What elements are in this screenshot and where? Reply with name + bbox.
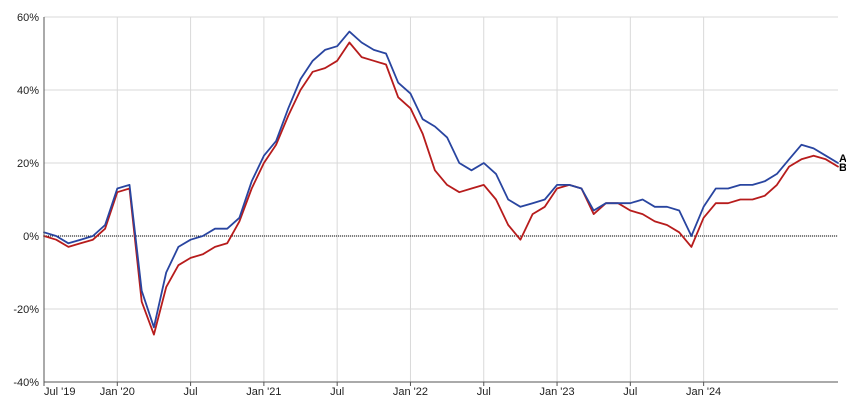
plot-area bbox=[43, 30, 839, 336]
y-tick-label: -40% bbox=[13, 377, 39, 389]
y-tick-label: 0% bbox=[23, 231, 39, 243]
series-end-labels: AB bbox=[839, 153, 846, 174]
x-tick-label: Jan '21 bbox=[246, 386, 281, 396]
x-tick-label: Jan '20 bbox=[100, 386, 135, 396]
x-tick-label: Jan '22 bbox=[393, 386, 428, 396]
x-axis: Jul '19 Jan '20 Jul Jan '21 Jul Jan '22 Jul Jan… bbox=[43, 381, 838, 396]
y-tick-label: -20% bbox=[13, 304, 39, 316]
y-tick-label: 40% bbox=[17, 85, 39, 97]
series-line-a bbox=[43, 41, 839, 336]
y-tick-label: 20% bbox=[17, 158, 39, 170]
x-tick-label: Jan '24 bbox=[686, 386, 721, 396]
x-tick-label: Jul bbox=[330, 386, 344, 396]
x-tick-label: Jan '23 bbox=[539, 386, 574, 396]
y-axis: 60% 40% 20% 0% -20% -40% bbox=[13, 12, 45, 389]
x-tick-label: Jul '19 bbox=[44, 386, 75, 396]
x-tick-label: Jul bbox=[623, 386, 637, 396]
series-end-label-a: A bbox=[839, 153, 846, 165]
series-end-label-b: B bbox=[839, 162, 846, 174]
series-line-b bbox=[43, 30, 839, 329]
x-tick-label: Jul bbox=[184, 386, 198, 396]
y-tick-label: 60% bbox=[17, 12, 39, 24]
gridlines bbox=[43, 16, 838, 383]
x-tick-label: Jul bbox=[477, 386, 491, 396]
